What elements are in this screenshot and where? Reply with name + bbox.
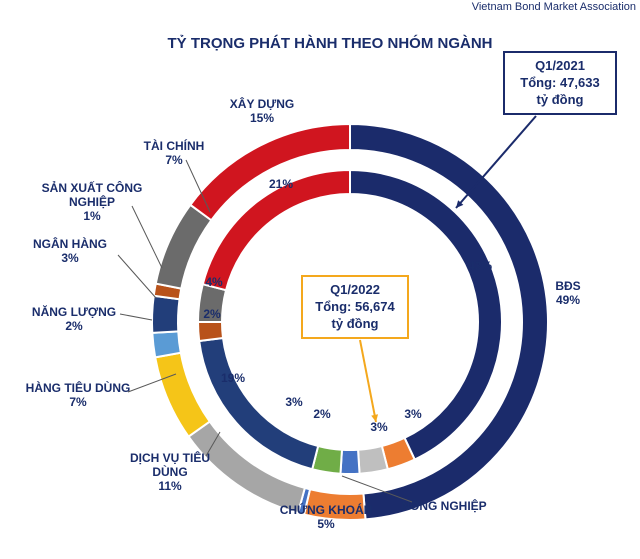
outer-label-3: DỊCH VỤ TIÊU DÙNG <box>130 450 210 479</box>
leader-line-1 <box>131 205 163 269</box>
outer-pct-5: 2% <box>65 319 83 333</box>
callout-2022-box <box>301 275 409 339</box>
outer-label-3-line1: DỊCH VỤ TIÊU <box>130 450 210 465</box>
callout-2021-box <box>503 51 617 115</box>
outer-slice-8 <box>154 203 213 290</box>
leader-line-5 <box>205 431 221 457</box>
outer-label-2: NÔNG NGHIỆP <box>401 498 486 513</box>
inner-label-8: 21% <box>269 177 293 191</box>
outer-label-4: HÀNG TIÊU DÙNG <box>26 380 131 395</box>
callout-2021-arrow-line <box>455 115 537 209</box>
callout-2022-arrow-line <box>359 339 377 423</box>
callout-2022-period: Q1/2022 <box>330 282 380 297</box>
inner-slice-3 <box>339 448 361 475</box>
outer-label-6: NGÂN HÀNG <box>33 236 107 251</box>
inner-slice-8 <box>201 168 351 292</box>
outer-pct-3: 11% <box>158 479 182 493</box>
leader-line-4 <box>127 373 177 393</box>
chart-title: TỶ TRỌNG PHÁT HÀNH THEO NHÓM NGÀNH <box>168 34 493 52</box>
outer-slice-4 <box>154 351 212 439</box>
inner-label-1: 3% <box>404 407 422 421</box>
callout-2022-total: Tổng: 56,674 <box>315 299 395 314</box>
outer-slice-6 <box>151 294 181 334</box>
outer-label-0: BĐS <box>555 279 580 293</box>
outer-label-5: NĂNG LƯỢNG <box>32 304 116 319</box>
outer-label-7-line1: SẢN XUẤT CÔNG <box>42 180 143 195</box>
outer-slice-5 <box>151 330 182 359</box>
outer-slice-9 <box>188 122 351 222</box>
leader-line-3 <box>119 313 153 321</box>
leader-line-2 <box>117 254 157 299</box>
source-text: Vietnam Bond Market Association <box>472 1 636 13</box>
outer-label-7-line2: NGHIỆP <box>69 194 115 209</box>
inner-label-0: 43% <box>468 259 492 273</box>
outer-pct-0: 49% <box>556 293 580 307</box>
inner-slice-2 <box>356 444 390 475</box>
callout-2021-unit: tỷ đồng <box>537 92 584 107</box>
inner-label-3: 2% <box>313 407 331 421</box>
inner-label-7: 4% <box>205 275 223 289</box>
outer-label-3-line2: DÙNG <box>152 464 187 479</box>
outer-pct-7: 1% <box>83 209 101 223</box>
inner-label-5: 19% <box>221 371 245 385</box>
inner-label-4: 3% <box>285 395 303 409</box>
outer-pct-1: 5% <box>317 517 335 531</box>
outer-pct-9: 15% <box>250 111 274 125</box>
inner-label-2: 3% <box>370 420 388 434</box>
outer-label-1: CHỨNG KHOÁN <box>280 502 373 517</box>
inner-label-6: 2% <box>203 307 221 321</box>
leader-line-0 <box>185 159 211 213</box>
callout-2021-total: Tổng: 47,633 <box>520 75 599 90</box>
callout-2021-period: Q1/2021 <box>535 58 585 73</box>
outer-label-9: XÂY DỰNG <box>230 96 294 111</box>
outer-label-7: SẢN XUẤT CÔNG NGHIỆP <box>42 180 143 209</box>
callout-2022-unit: tỷ đồng <box>332 316 379 331</box>
inner-slice-6 <box>196 321 225 343</box>
outer-pct-8: 7% <box>165 153 183 167</box>
callout-2022-arrow-head <box>371 414 379 422</box>
outer-pct-4: 7% <box>69 395 87 409</box>
callout-2021-arrow-head <box>456 200 464 208</box>
outer-label-8: TÀI CHÍNH <box>144 138 205 153</box>
outer-pct-6: 3% <box>61 251 79 265</box>
leader-line-6 <box>341 475 413 503</box>
